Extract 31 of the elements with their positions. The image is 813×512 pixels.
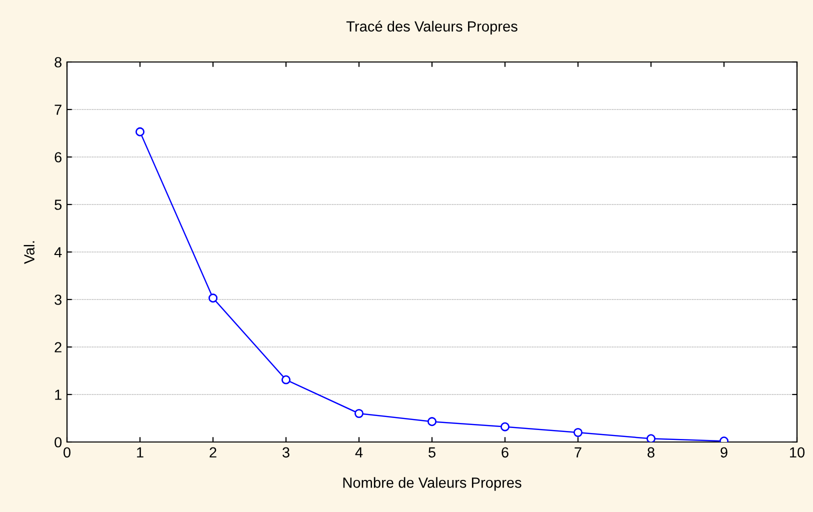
y-tick-label: 2 [54,342,62,352]
y-tick-label: 3 [54,294,62,305]
point [281,375,291,384]
y-tick-label: 7 [54,104,62,115]
x-tick-label: 9 [720,447,728,458]
x-tick-label: 10 [790,447,805,458]
y-tick-label: 4 [54,247,62,258]
point [500,422,510,432]
chart-title: Tracé des Valeurs Propres [346,20,518,34]
x-tick-label: 3 [282,447,290,458]
point [135,127,145,136]
x-tick-label: 8 [648,447,654,458]
x-tick-label: 6 [502,447,508,458]
point [573,428,583,438]
point [208,294,218,303]
y-tick-label: 5 [54,200,62,210]
x-tick-label: 4 [355,447,363,458]
point [646,434,656,442]
y-tick-label: 0 [54,437,62,448]
x-tick-label: 1 [137,447,144,458]
point [354,408,364,418]
x-tick-label: 2 [210,447,216,458]
point [427,417,437,426]
x-tick-label: 7 [574,447,582,458]
y-axis-title: Val. [24,241,34,264]
y-tick-label: 8 [54,57,62,68]
x-axis-title: Nombre de Valeurs Propres [343,477,522,491]
y-tick-label: 6 [54,152,62,162]
y-tick-label: 1 [55,390,62,400]
x-tick-label: 5 [428,447,436,458]
x-tick-label: 0 [64,447,70,458]
